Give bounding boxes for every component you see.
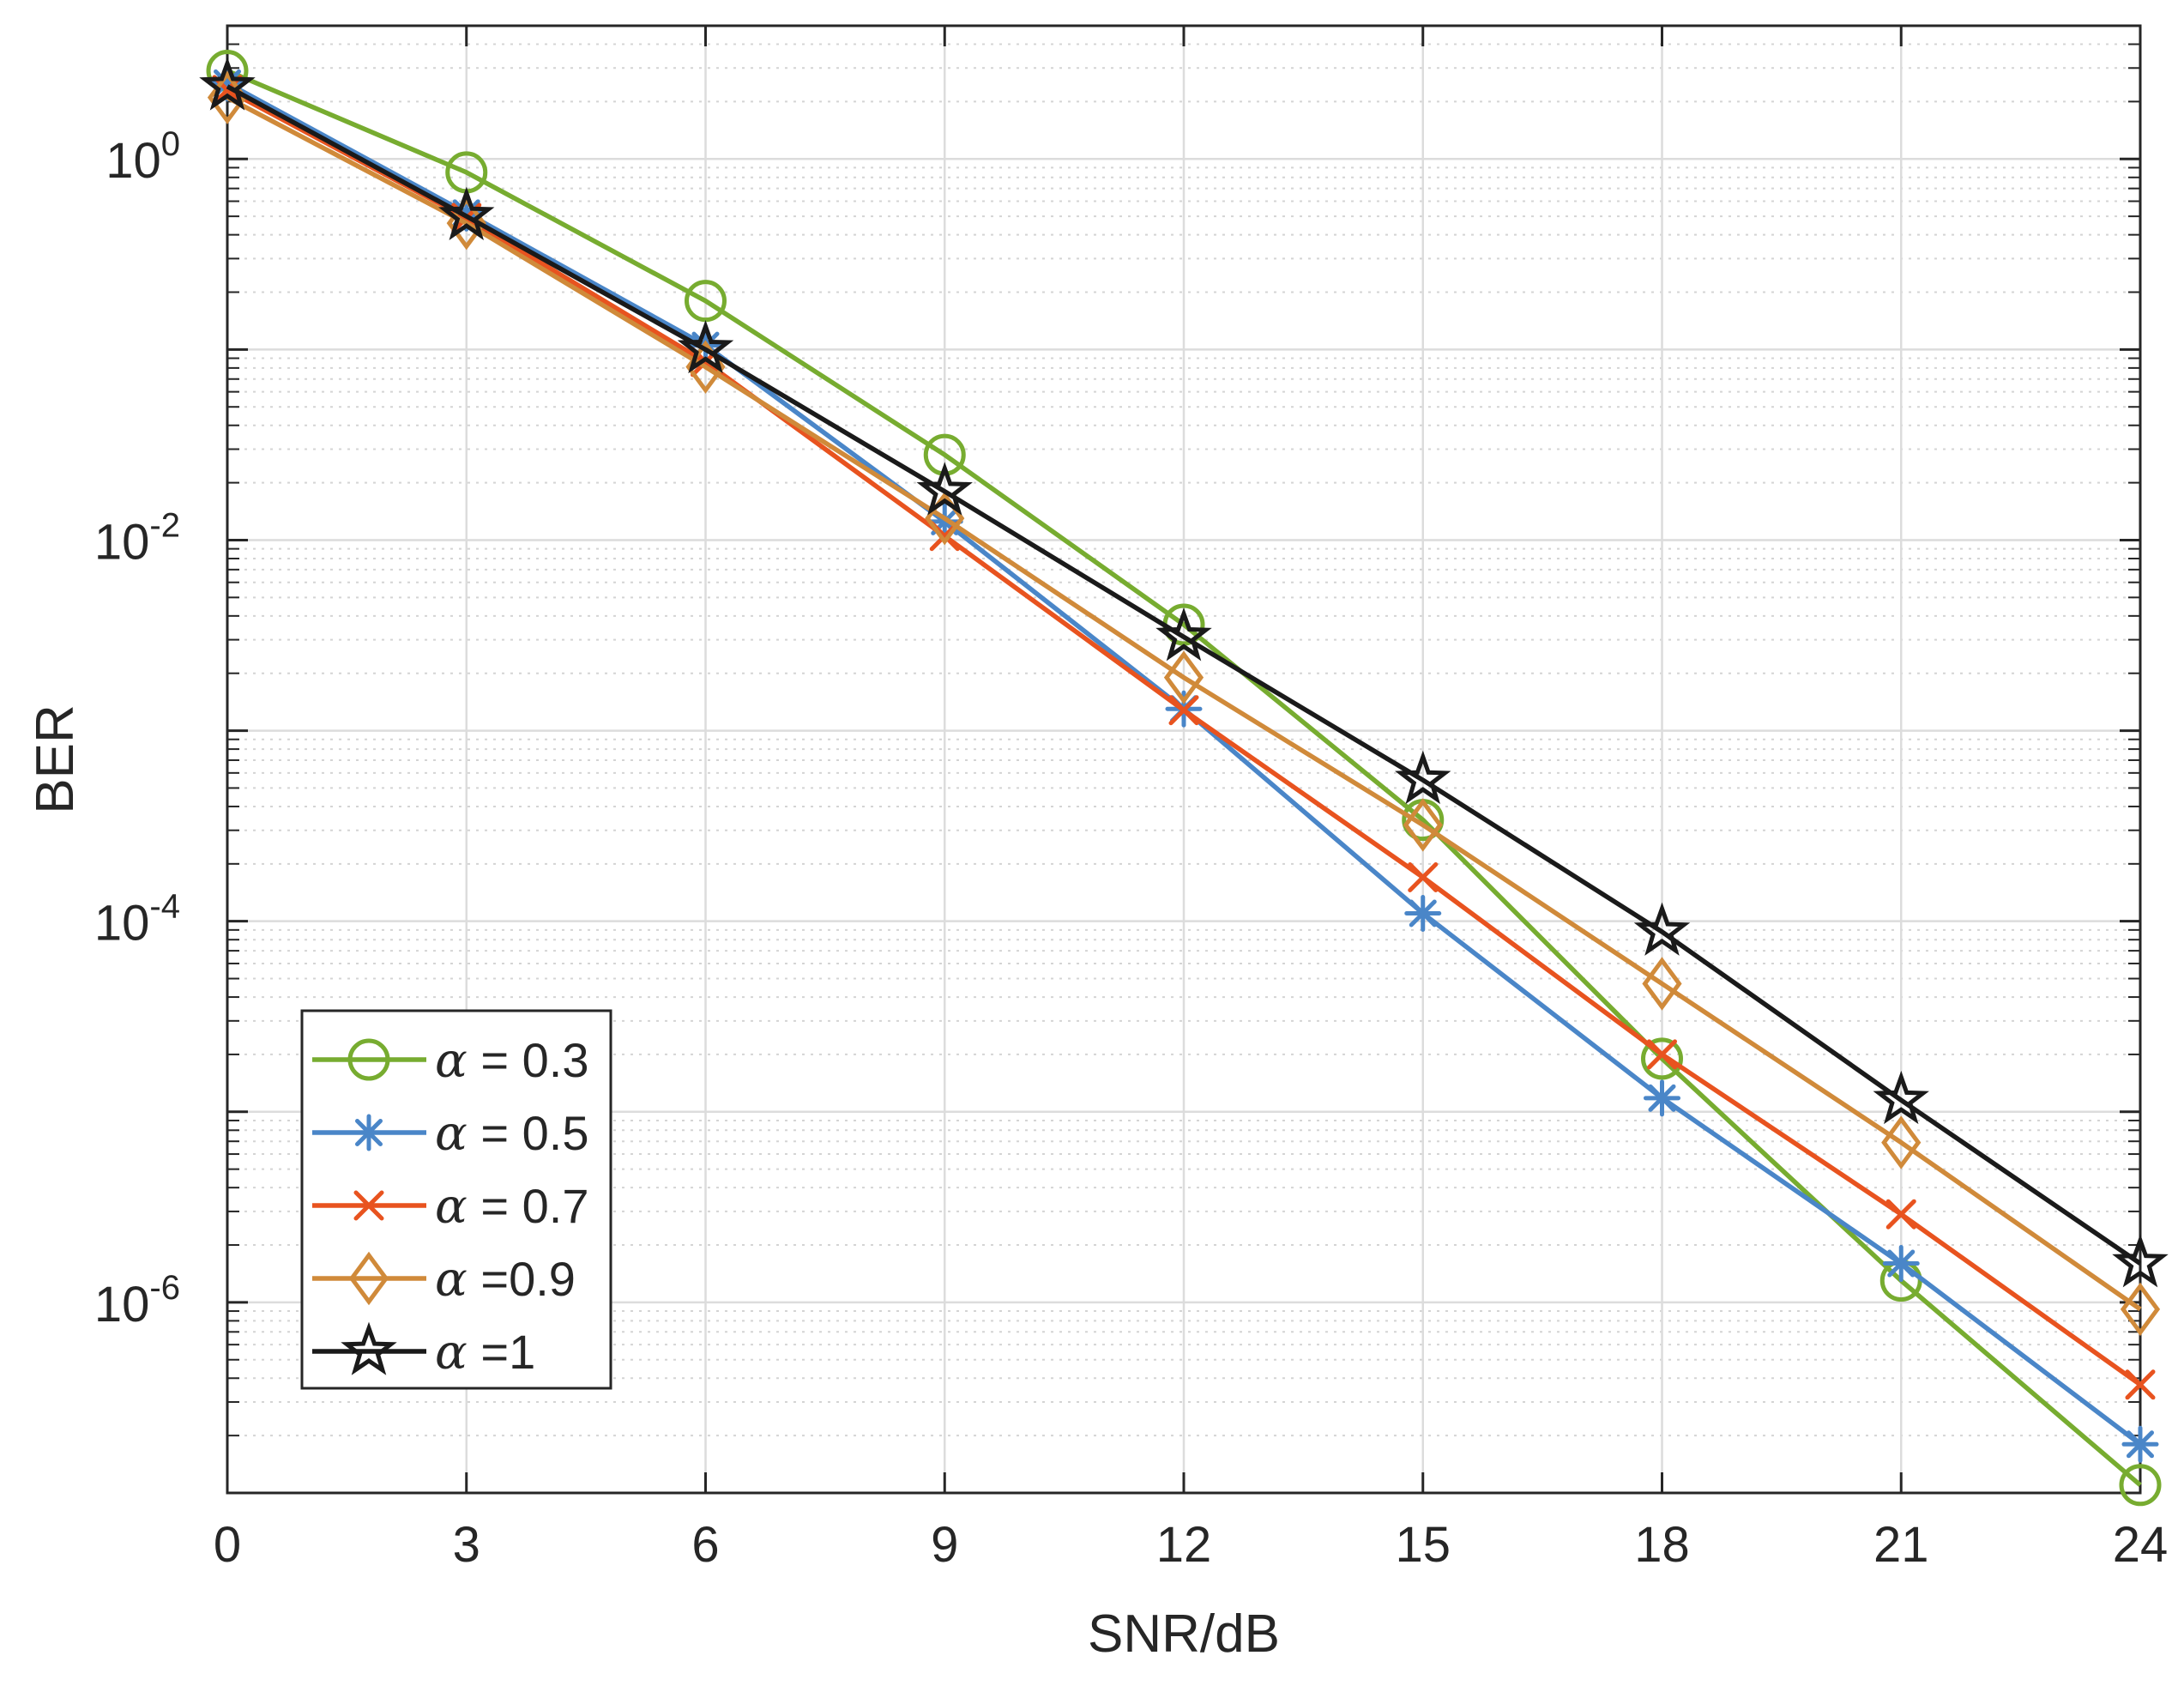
data-point bbox=[1644, 1079, 1680, 1117]
x-tick-label: 9 bbox=[931, 1517, 958, 1573]
series-line bbox=[226, 95, 2142, 1312]
x-tick-label: 18 bbox=[1634, 1517, 1690, 1573]
series-layer bbox=[199, 50, 2169, 1507]
data-point bbox=[685, 280, 727, 323]
x-axis-label: SNR/dB bbox=[1088, 1604, 1280, 1664]
legend-entry: α = 0.3 bbox=[312, 1033, 589, 1089]
data-point bbox=[2112, 1234, 2169, 1288]
x-tick-labels: 0 3 6 9 12 15 18 21 24 bbox=[214, 1517, 2168, 1573]
data-point bbox=[1641, 1037, 1683, 1080]
data-point bbox=[212, 75, 243, 106]
data-point bbox=[677, 320, 734, 374]
data-point bbox=[1647, 1039, 1677, 1070]
x-tick-label: 24 bbox=[2113, 1517, 2169, 1573]
data-point bbox=[199, 57, 256, 111]
data-point bbox=[1168, 695, 1199, 726]
y-tick-labels: 100 10-2 10-4 10-6 bbox=[94, 125, 180, 1332]
legend-marker bbox=[353, 1190, 384, 1221]
y-tick-label: 10-2 bbox=[94, 506, 180, 570]
legend: α = 0.3 α = 0.5 α = 0.7 α =0.9 α =1 bbox=[300, 1009, 612, 1390]
x-tick-label: 15 bbox=[1395, 1517, 1451, 1573]
data-point bbox=[438, 186, 495, 241]
y-tick-label: 10-6 bbox=[94, 1269, 180, 1332]
x-tick-label: 3 bbox=[453, 1517, 480, 1573]
legend-marker bbox=[348, 1251, 389, 1306]
data-point bbox=[1395, 750, 1451, 805]
legend-marker bbox=[347, 1038, 390, 1081]
legend-entry: α =1 bbox=[312, 1321, 535, 1381]
data-point bbox=[1163, 650, 1204, 704]
data-point bbox=[2121, 1425, 2159, 1463]
legend-label: α =1 bbox=[435, 1325, 535, 1381]
data-point bbox=[1403, 798, 1443, 852]
legend-label: α = 0.3 bbox=[435, 1033, 589, 1089]
data-point bbox=[1881, 1115, 1922, 1169]
data-point bbox=[1642, 957, 1682, 1011]
y-axis-label: BER bbox=[26, 704, 85, 813]
legend-label: α = 0.7 bbox=[435, 1179, 589, 1235]
data-point bbox=[2120, 1282, 2161, 1337]
data-point bbox=[1404, 894, 1442, 932]
series-line bbox=[226, 84, 2142, 1266]
y-tick-label: 10-4 bbox=[94, 888, 180, 952]
x-tick-label: 12 bbox=[1156, 1517, 1212, 1573]
data-point bbox=[1633, 902, 1691, 956]
data-point bbox=[2119, 1464, 2162, 1507]
legend-entry: α = 0.7 bbox=[312, 1179, 589, 1235]
data-point bbox=[1873, 1070, 1929, 1125]
legend-marker bbox=[341, 1321, 397, 1375]
legend-label: α = 0.5 bbox=[435, 1106, 589, 1162]
data-point bbox=[1155, 607, 1212, 662]
data-point bbox=[2125, 1369, 2156, 1400]
data-point bbox=[1408, 861, 1439, 892]
data-point bbox=[1885, 1199, 1916, 1230]
axis-ticks bbox=[226, 25, 2142, 1495]
x-tick-label: 6 bbox=[691, 1517, 719, 1573]
data-point bbox=[1882, 1245, 1920, 1283]
legend-entry: α = 0.5 bbox=[312, 1106, 589, 1162]
legend-label: α =0.9 bbox=[435, 1252, 576, 1308]
legend-entry: α =0.9 bbox=[312, 1251, 576, 1308]
legend-marker bbox=[350, 1114, 388, 1151]
series-5 bbox=[199, 57, 2169, 1288]
y-tick-label: 100 bbox=[106, 125, 180, 189]
x-tick-label: 0 bbox=[214, 1517, 241, 1573]
data-point bbox=[916, 462, 973, 516]
x-tick-label: 21 bbox=[1873, 1517, 1929, 1573]
